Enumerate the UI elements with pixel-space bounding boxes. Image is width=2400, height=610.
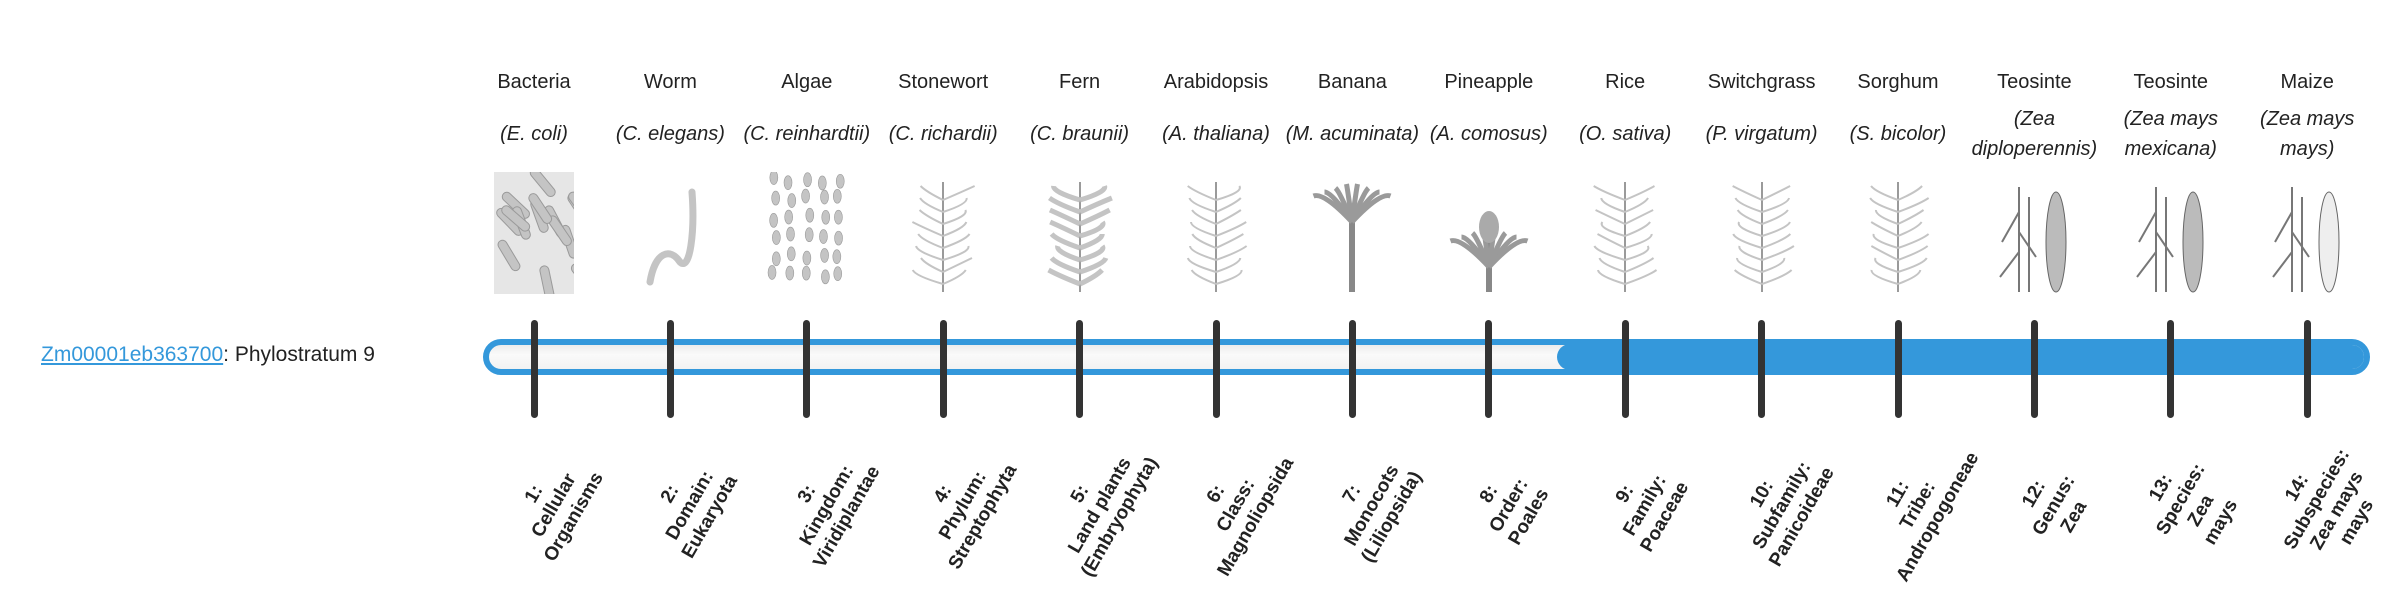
level-tick [1349, 320, 1356, 418]
teosinte-icon [1994, 172, 2074, 294]
level-label: 3: Kingdom: Viridiplantae [749, 405, 904, 604]
organism-name: Banana [1283, 62, 1421, 102]
level-tick [2304, 320, 2311, 418]
organism-name: Stonewort [874, 62, 1012, 102]
level-label: 4: Phylum: Streptophyta [886, 405, 1041, 604]
organism-column: Teosinte (Zea diploperennis) [1965, 62, 2103, 294]
organism-column: Sorghum (S. bicolor) [1829, 62, 1967, 294]
organism-scientific-name: (O. sativa) [1556, 102, 1694, 166]
organism-column: Switchgrass (P. virgatum) [1693, 62, 1831, 294]
organism-name: Bacteria [465, 62, 603, 102]
rice-icon [1585, 172, 1665, 294]
phylostratum-text: Phylostratum 9 [235, 343, 375, 366]
banana-plant-icon [1312, 172, 1392, 294]
level-tick [1076, 320, 1083, 418]
gene-id-link[interactable]: Zm00001eb363700 [41, 343, 223, 366]
level-label: 10: Subfamily: Panicoideae [1704, 405, 1859, 604]
organism-column: Fern (C. braunii) [1011, 62, 1149, 294]
organism-scientific-name: (A. comosus) [1420, 102, 1558, 166]
organism-name: Rice [1556, 62, 1694, 102]
level-tick [940, 320, 947, 418]
level-tick [803, 320, 810, 418]
worm-icon [630, 172, 710, 294]
organism-column: Banana (M. acuminata) [1283, 62, 1421, 294]
sorghum-icon [1858, 172, 1938, 294]
organism-scientific-name: (Zea mays mexicana) [2102, 102, 2240, 166]
organism-scientific-name: (A. thaliana) [1147, 102, 1285, 166]
organism-scientific-name: (E. coli) [465, 102, 603, 166]
level-tick [1622, 320, 1629, 418]
organism-scientific-name: (P. virgatum) [1693, 102, 1831, 166]
organism-name: Sorghum [1829, 62, 1967, 102]
phylostratum-bar [483, 339, 2370, 375]
phylostratum-fill [1557, 344, 2365, 370]
teosinte-icon [2131, 172, 2211, 294]
organism-name: Worm [601, 62, 739, 102]
arabidopsis-icon [1176, 172, 1256, 294]
stonewort-icon [903, 172, 983, 294]
organism-scientific-name: (S. bicolor) [1829, 102, 1967, 166]
organism-name: Maize [2238, 62, 2376, 102]
maize-icon [2267, 172, 2347, 294]
pineapple-icon [1449, 172, 1529, 294]
organism-scientific-name: (C. reinhardtii) [738, 102, 876, 166]
level-label: 9: Family: Poaceae [1568, 405, 1723, 604]
bacteria-icon [494, 172, 574, 294]
fern-icon [1040, 172, 1120, 294]
organism-name: Fern [1011, 62, 1149, 102]
level-label: 13: Species: Zea mays [2103, 400, 2278, 610]
level-label: 2: Domain: Eukaryota [613, 405, 768, 604]
level-tick [1213, 320, 1220, 418]
level-tick [2167, 320, 2174, 418]
organism-scientific-name: (M. acuminata) [1283, 102, 1421, 166]
level-label: 8: Order: Poales [1431, 405, 1586, 604]
organism-name: Pineapple [1420, 62, 1558, 102]
organism-column: Maize (Zea mays mays) [2238, 62, 2376, 294]
organism-column: Stonewort (C. richardii) [874, 62, 1012, 294]
level-label: 7: Monocots (Liliopsida) [1295, 405, 1450, 604]
organism-scientific-name: (Zea diploperennis) [1965, 102, 2103, 166]
level-label: 12: Genus: Zea [1977, 405, 2132, 604]
organism-scientific-name: (C. braunii) [1011, 102, 1149, 166]
organism-column: Rice (O. sativa) [1556, 62, 1694, 294]
organism-column: Algae (C. reinhardtii) [738, 62, 876, 294]
gene-phylostratum-label: Zm00001eb363700: Phylostratum 9 [41, 343, 375, 367]
organism-column: Bacteria (E. coli) [465, 62, 603, 294]
algae-icon [767, 172, 847, 294]
organism-scientific-name: (Zea mays mays) [2238, 102, 2376, 166]
level-label: 11: Tribe: Andropogoneae [1841, 405, 1996, 604]
level-label: 5: Land plants (Embryophyta) [1022, 405, 1177, 604]
level-tick [1895, 320, 1902, 418]
organism-name: Teosinte [2102, 62, 2240, 102]
separator: : [223, 343, 235, 366]
level-label: 6: Class: Magnoliopsida [1159, 405, 1314, 604]
level-tick [1485, 320, 1492, 418]
level-tick [1758, 320, 1765, 418]
organism-column: Teosinte (Zea mays mexicana) [2102, 62, 2240, 294]
organism-name: Teosinte [1965, 62, 2103, 102]
organism-scientific-name: (C. richardii) [874, 102, 1012, 166]
organism-name: Switchgrass [1693, 62, 1831, 102]
level-label: 1: Cellular Organisms [477, 405, 632, 604]
organism-column: Arabidopsis (A. thaliana) [1147, 62, 1285, 294]
level-tick [2031, 320, 2038, 418]
organism-scientific-name: (C. elegans) [601, 102, 739, 166]
switchgrass-icon [1722, 172, 1802, 294]
organism-column: Pineapple (A. comosus) [1420, 62, 1558, 294]
level-tick [531, 320, 538, 418]
organism-name: Arabidopsis [1147, 62, 1285, 102]
level-tick [667, 320, 674, 418]
organism-name: Algae [738, 62, 876, 102]
level-label: 14: Subspecies: Zea mays mays [2240, 400, 2400, 610]
organism-column: Worm (C. elegans) [601, 62, 739, 294]
